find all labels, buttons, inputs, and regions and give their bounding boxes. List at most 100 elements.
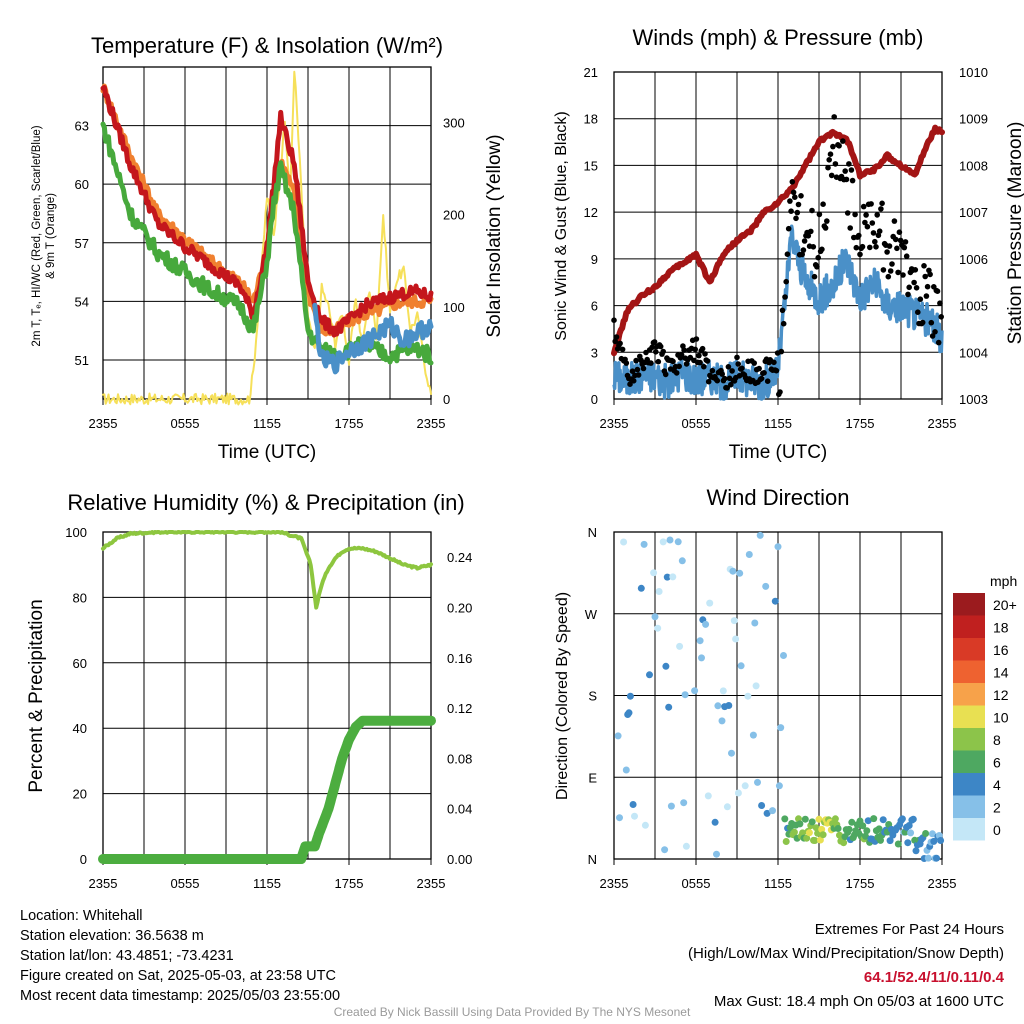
direction-point bbox=[848, 818, 856, 826]
gust-point bbox=[860, 203, 867, 210]
dir-ytick-label: E bbox=[588, 770, 597, 785]
direction-point bbox=[756, 531, 764, 539]
direction-point bbox=[909, 815, 917, 823]
gust-point bbox=[842, 168, 848, 174]
dir-xtick-label: 2355 bbox=[600, 876, 629, 891]
gust-point bbox=[809, 207, 815, 214]
gust-point bbox=[836, 143, 842, 149]
gust-point bbox=[795, 201, 802, 208]
wind-panel-title: Winds (mph) & Pressure (mb) bbox=[633, 25, 924, 50]
gust-point bbox=[870, 230, 877, 236]
direction-point bbox=[811, 837, 819, 844]
gust-point bbox=[913, 285, 920, 291]
gust-point bbox=[929, 333, 936, 339]
direction-point bbox=[730, 617, 738, 625]
gust-point bbox=[794, 209, 801, 216]
temp-panel-xlabel: Time (UTC) bbox=[218, 442, 317, 463]
direction-point bbox=[763, 809, 771, 817]
gust-point bbox=[709, 367, 716, 374]
gust-point bbox=[611, 317, 617, 324]
gust-point bbox=[937, 300, 943, 307]
wind-xtick-label: 2355 bbox=[928, 416, 957, 431]
gust-point bbox=[840, 138, 846, 144]
direction-point bbox=[681, 691, 689, 699]
temp-ytick-right-label: 300 bbox=[443, 115, 465, 130]
gust-point bbox=[640, 365, 647, 372]
direction-point bbox=[840, 839, 848, 847]
direction-point bbox=[661, 846, 669, 854]
rh-ytick-label: 20 bbox=[73, 787, 87, 802]
gust-point bbox=[617, 340, 623, 347]
gust-point bbox=[938, 314, 944, 320]
gust-point bbox=[788, 208, 794, 214]
gust-point bbox=[848, 167, 855, 173]
sonic-wind-line bbox=[612, 224, 944, 401]
gust-point bbox=[808, 228, 814, 235]
gust-point bbox=[846, 161, 852, 167]
gust-point bbox=[634, 366, 641, 373]
gust-point bbox=[630, 378, 637, 384]
gust-point bbox=[820, 201, 826, 207]
temp-ytick-label: 60 bbox=[75, 177, 89, 192]
direction-point bbox=[669, 573, 677, 581]
gust-point bbox=[789, 179, 796, 185]
wind-xtick-label: 0555 bbox=[682, 416, 711, 431]
gust-point bbox=[778, 348, 785, 355]
direction-point bbox=[706, 599, 714, 607]
dir-xtick-label: 1155 bbox=[764, 876, 792, 891]
gust-point bbox=[924, 283, 931, 290]
rh-ytick-label: 80 bbox=[73, 590, 87, 605]
rh-ytick-label: 40 bbox=[73, 721, 87, 736]
wind-ytick-right-label: 1010 bbox=[959, 65, 988, 80]
wind-plot-area: 2355 0555 1155 1755 235503691215182110031004… bbox=[584, 65, 988, 431]
direction-point bbox=[862, 832, 869, 840]
wind-ytick-right-label: 1003 bbox=[959, 392, 988, 407]
direction-point bbox=[718, 717, 726, 725]
wind-xtick-label: 2355 bbox=[600, 416, 629, 431]
dir-ytick-label: N bbox=[588, 852, 597, 867]
direction-point bbox=[662, 662, 670, 670]
gust-point bbox=[635, 372, 642, 378]
legend-swatch bbox=[953, 728, 985, 751]
gust-point bbox=[784, 251, 791, 257]
dir-ytick-label: S bbox=[588, 689, 597, 704]
temp-ytick-label: 63 bbox=[75, 119, 89, 134]
direction-point bbox=[782, 838, 790, 845]
rh-xtick-label: 1155 bbox=[253, 876, 281, 891]
direction-point bbox=[620, 538, 628, 546]
direction-point bbox=[774, 543, 782, 551]
gust-point bbox=[859, 243, 866, 250]
gust-point bbox=[623, 360, 630, 366]
direction-point bbox=[905, 822, 913, 829]
direction-point bbox=[894, 840, 902, 848]
temp-xtick-label: 2355 bbox=[417, 416, 446, 431]
legend-swatch bbox=[953, 750, 985, 773]
wind-ytick-label: 15 bbox=[584, 158, 598, 173]
gust-point bbox=[780, 320, 787, 327]
direction-point bbox=[777, 724, 785, 732]
legend-label: 0 bbox=[993, 822, 1001, 838]
dir-panel: Wind Direction Direction (Colored By Spe… bbox=[554, 485, 1017, 891]
gust-point bbox=[895, 269, 901, 276]
wind-ytick-label: 6 bbox=[591, 299, 598, 314]
legend-label: 6 bbox=[993, 755, 1001, 771]
direction-point bbox=[818, 825, 826, 833]
direction-point bbox=[678, 557, 686, 565]
gust-point bbox=[919, 319, 926, 326]
gust-point bbox=[844, 210, 851, 216]
gust-point bbox=[697, 359, 703, 366]
rh-ytick-right-label: 0.24 bbox=[447, 550, 472, 565]
dir-panel-title: Wind Direction bbox=[706, 485, 849, 510]
direction-point bbox=[775, 782, 783, 790]
rh-ytick-right-label: 0.00 bbox=[447, 852, 472, 867]
rh-ytick-right-label: 0.16 bbox=[447, 651, 472, 666]
gust-point bbox=[816, 211, 823, 218]
direction-point bbox=[674, 538, 682, 546]
gust-point bbox=[891, 218, 898, 224]
station-info: Location: Whitehall Station elevation: 3… bbox=[20, 906, 340, 1006]
direction-point bbox=[803, 834, 811, 842]
gust-point bbox=[857, 251, 863, 258]
dir-xtick-label: 1755 bbox=[846, 876, 875, 891]
rh-xtick-label: 0555 bbox=[171, 876, 200, 891]
direction-point bbox=[637, 584, 645, 592]
